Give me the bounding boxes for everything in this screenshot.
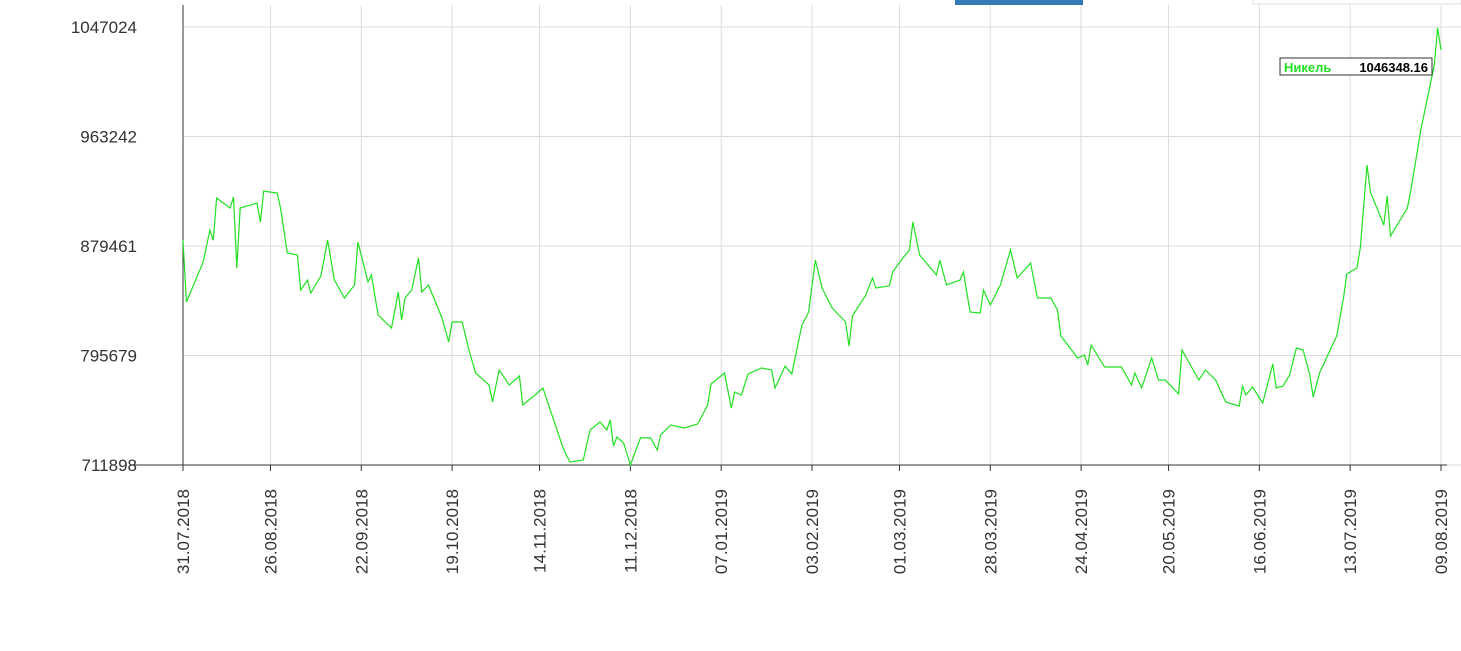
tooltip: Никель 1046348.16 <box>1279 57 1433 76</box>
y-tick-label: 711898 <box>82 456 137 475</box>
y-tick-label: 879461 <box>80 237 137 256</box>
x-tick-label: 26.08.2018 <box>261 489 280 574</box>
select-edge[interactable] <box>1252 0 1461 5</box>
x-tick-label: 16.06.2019 <box>1250 489 1269 574</box>
x-tick-label: 20.05.2019 <box>1160 489 1179 574</box>
x-tick-label: 01.03.2019 <box>890 489 909 574</box>
button-edge[interactable] <box>955 0 1083 5</box>
tooltip-box <box>1279 57 1433 76</box>
y-tick-label: 795679 <box>80 347 137 366</box>
x-tick-label: 09.08.2019 <box>1432 489 1451 574</box>
x-tick-label: 19.10.2018 <box>443 489 462 574</box>
x-tick-label: 07.01.2019 <box>712 489 731 574</box>
y-tick-label: 1047024 <box>71 18 137 37</box>
y-tick-label: 963242 <box>80 128 137 147</box>
x-tick-label: 11.12.2018 <box>621 489 640 573</box>
x-tick-label: 13.07.2019 <box>1341 489 1360 574</box>
x-tick-label: 14.11.2018 <box>531 489 550 573</box>
x-tick-label: 03.02.2019 <box>803 489 822 574</box>
tooltip-series: Никель <box>1284 60 1331 75</box>
data-line <box>182 27 1442 467</box>
x-tick-label: 28.03.2019 <box>981 489 1000 574</box>
x-tick-label: 31.07.2018 <box>174 489 193 574</box>
x-tick-label: 24.04.2019 <box>1072 489 1091 574</box>
tooltip-value: 1046348.16 <box>1359 60 1428 75</box>
x-tick-label: 22.09.2018 <box>352 489 371 574</box>
